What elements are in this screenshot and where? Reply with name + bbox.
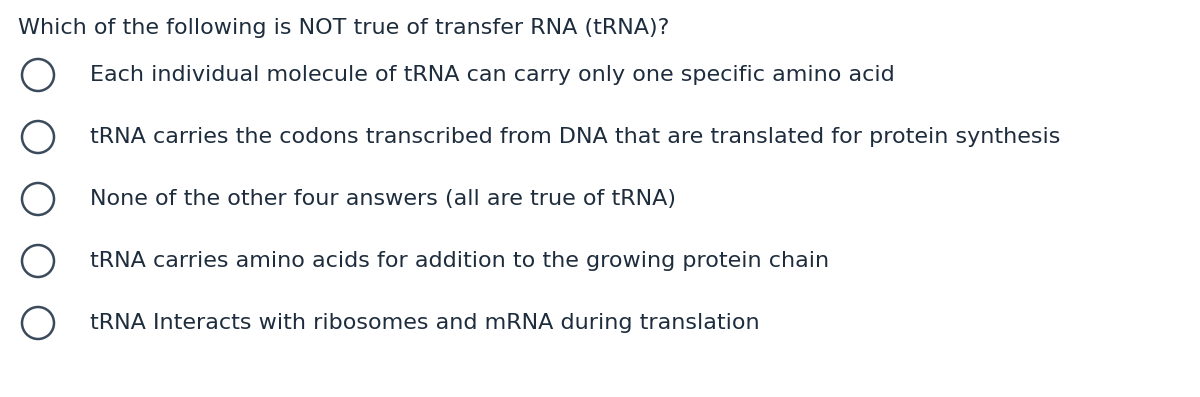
Circle shape <box>22 59 54 91</box>
Circle shape <box>22 121 54 153</box>
Text: None of the other four answers (all are true of tRNA): None of the other four answers (all are … <box>90 189 676 209</box>
Text: Each individual molecule of tRNA can carry only one specific amino acid: Each individual molecule of tRNA can car… <box>90 65 895 85</box>
Circle shape <box>22 183 54 215</box>
Text: tRNA carries amino acids for addition to the growing protein chain: tRNA carries amino acids for addition to… <box>90 251 829 271</box>
Circle shape <box>22 245 54 277</box>
Text: tRNA Interacts with ribosomes and mRNA during translation: tRNA Interacts with ribosomes and mRNA d… <box>90 313 760 333</box>
Text: tRNA carries the codons transcribed from DNA that are translated for protein syn: tRNA carries the codons transcribed from… <box>90 127 1061 147</box>
Text: Which of the following is NOT true of transfer RNA (tRNA)?: Which of the following is NOT true of tr… <box>18 18 670 38</box>
Circle shape <box>22 307 54 339</box>
